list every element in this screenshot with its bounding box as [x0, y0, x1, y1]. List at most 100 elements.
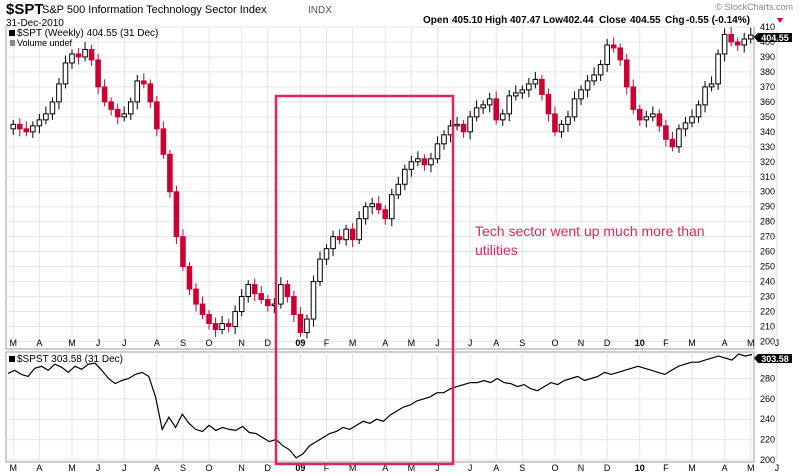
comparison-month-label: J	[468, 463, 473, 473]
comparison-month-label: J	[96, 463, 101, 473]
price-month-label: 09	[295, 338, 305, 348]
candle-body	[545, 93, 552, 115]
comparison-tick-label: 240	[760, 414, 775, 424]
price-tag-lower: 303.58	[761, 354, 789, 364]
volume-icon	[10, 40, 15, 46]
annotation-line2: utilities	[475, 242, 518, 258]
comparison-month-label: S	[180, 463, 186, 473]
candle-body	[715, 53, 721, 85]
candle-body	[356, 218, 362, 241]
comparison-month-label: J	[775, 463, 780, 473]
candle-body	[108, 101, 114, 110]
upper-legend: $SPT (Weekly) 404.55 (31 Dec)	[17, 28, 158, 39]
candle-body	[167, 153, 173, 193]
candle-body	[10, 123, 17, 130]
price-panel	[5, 26, 755, 350]
candle-body	[284, 284, 291, 298]
candle-body	[415, 158, 421, 163]
comparison-tick-label: 280	[760, 373, 775, 383]
candle-body	[656, 113, 663, 127]
candle-body	[389, 194, 395, 220]
high-label: High	[485, 15, 507, 26]
price-month-label: J	[468, 338, 473, 348]
price-tick-label: 240	[760, 277, 775, 287]
candle-body	[702, 86, 708, 106]
spst-line	[7, 353, 753, 459]
price-tag-lower-shape	[754, 354, 792, 363]
candle-body	[330, 236, 336, 250]
candle-body	[565, 116, 571, 125]
price-month-label: A	[154, 338, 160, 348]
comparison-tick-label: 260	[760, 394, 775, 404]
candle-body	[225, 323, 232, 328]
candle-body	[114, 108, 121, 118]
candle-body	[173, 191, 180, 238]
candle-body	[513, 92, 519, 97]
price-tick-label: 330	[760, 142, 775, 152]
candle-body	[643, 116, 650, 121]
candle-body	[467, 116, 473, 133]
comparison-month-label: M	[349, 463, 357, 473]
chg-down-icon	[777, 18, 783, 23]
comparison-month-label: 10	[635, 463, 645, 473]
candle-body	[604, 44, 610, 65]
candle-body	[395, 183, 402, 196]
candle-body	[402, 168, 408, 185]
candle-body	[62, 62, 69, 85]
candle-body	[591, 74, 597, 82]
candle-body	[460, 123, 467, 133]
candle-body	[69, 53, 75, 64]
price-grid	[6, 26, 778, 349]
price-tick-label: 280	[760, 217, 775, 227]
price-tick-label: 310	[760, 172, 775, 182]
candle-body	[630, 86, 637, 110]
highlight-box	[274, 94, 455, 466]
candle-body	[134, 80, 141, 103]
price-tick-label: 210	[760, 322, 775, 332]
price-month-label: J	[435, 338, 440, 348]
price-month-label: M	[408, 338, 416, 348]
upper-legend-swatch	[9, 30, 15, 36]
candle-body	[336, 236, 343, 241]
candle-body	[408, 161, 415, 170]
candle-body	[539, 78, 545, 95]
price-month-label: A	[36, 338, 42, 348]
price-month-label: S	[180, 338, 186, 348]
candle-body	[747, 34, 754, 40]
candle-body	[75, 53, 82, 58]
price-tick-label: 230	[760, 292, 775, 302]
price-tick-label: 290	[760, 202, 775, 212]
candle-body	[682, 122, 689, 130]
comparison-month-label: M	[68, 463, 76, 473]
candle-body	[199, 303, 206, 316]
price-month-label: A	[722, 338, 728, 348]
candle-body	[317, 258, 323, 283]
close-label: Close	[599, 15, 627, 26]
candle-body	[637, 108, 643, 121]
candle-body	[741, 38, 747, 46]
candle-body	[584, 80, 591, 91]
candle-body	[265, 299, 271, 307]
low-value: 402.44	[563, 15, 594, 26]
candle-body	[49, 101, 56, 115]
price-tick-label: 350	[760, 112, 775, 122]
price-tick-label: 300	[760, 187, 775, 197]
candle-body	[147, 83, 154, 103]
candle-body	[669, 138, 676, 148]
price-month-label: D	[604, 338, 611, 348]
candle-body	[382, 209, 389, 220]
open-value: 405.10	[452, 15, 483, 26]
price-tick-label: 360	[760, 97, 775, 107]
candle-body	[101, 86, 108, 103]
candle-body	[212, 323, 219, 331]
comparison-month-label: J	[435, 463, 440, 473]
price-month-label: M	[68, 338, 76, 348]
candle-body	[369, 203, 375, 208]
price-month-label: A	[382, 338, 388, 348]
candle-body	[297, 314, 304, 334]
comparison-month-label: D	[604, 463, 611, 473]
candle-body	[499, 113, 506, 121]
candle-body	[206, 314, 212, 325]
candle-body	[519, 89, 526, 94]
